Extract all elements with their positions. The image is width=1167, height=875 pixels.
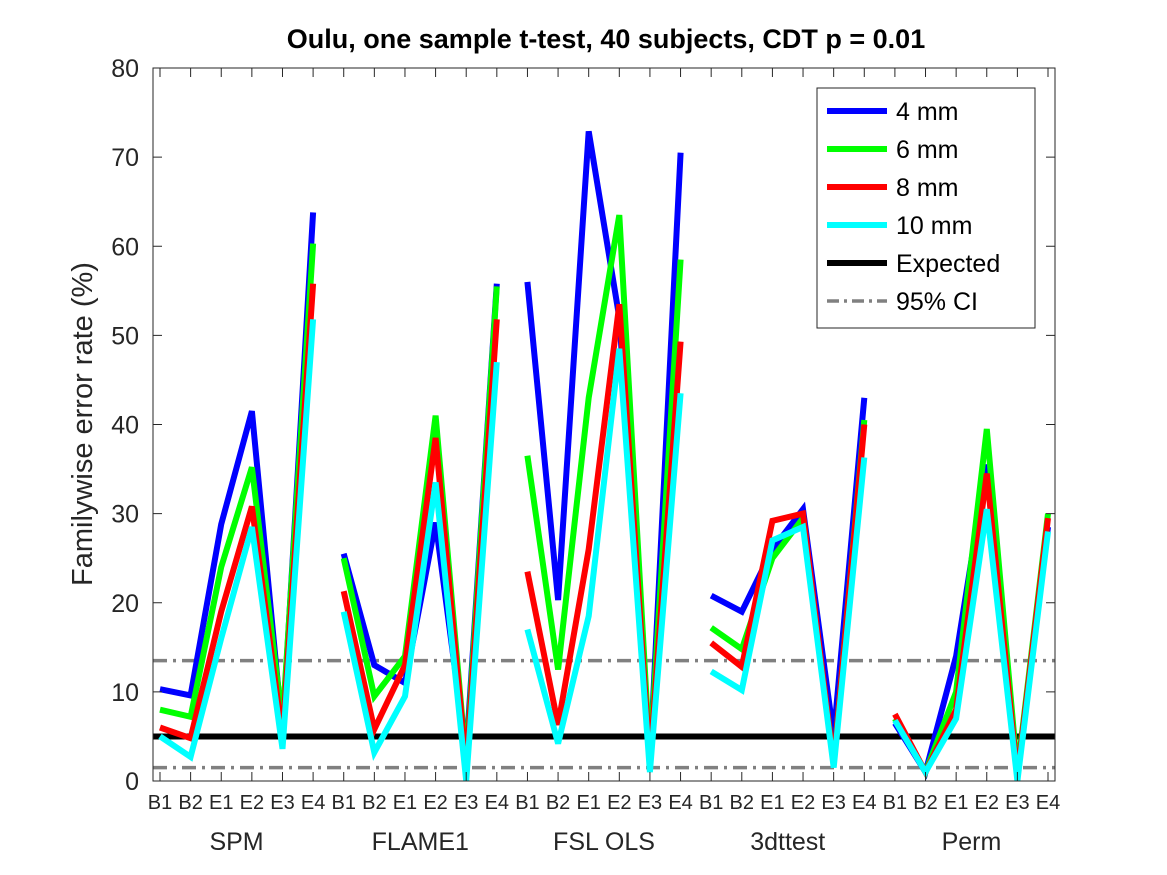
x-tick-label: B1 xyxy=(699,792,723,814)
x-tick-label: B2 xyxy=(178,792,202,814)
data-series xyxy=(158,130,1051,782)
x-tick-label: B2 xyxy=(362,792,386,814)
y-tick-label: 40 xyxy=(111,412,139,440)
x-tick-label: E1 xyxy=(944,792,968,814)
legend-label-4: Expected xyxy=(896,250,1000,278)
y-tick-label: 20 xyxy=(111,590,139,618)
x-tick-label: B2 xyxy=(546,792,570,814)
y-axis-label: Familywise error rate (%) xyxy=(67,262,99,586)
x-tick-label: E2 xyxy=(791,792,815,814)
x-tick-label: B1 xyxy=(883,792,907,814)
x-tick-label: E2 xyxy=(240,792,264,814)
x-axis-ticks: B1 B2 E1 E2 E3 E4 B1 B2 E1 E2 E3 E4 B1 B2 E1 E2 E3 E4 B1 B2… xyxy=(148,68,1060,814)
group-label: FLAME1 xyxy=(372,828,469,856)
x-tick-label: E4 xyxy=(668,792,692,814)
x-tick-label: E1 xyxy=(760,792,784,814)
chart-title: Oulu, one sample t-test, 40 subjects, CD… xyxy=(287,24,925,54)
legend-label-2: 8 mm xyxy=(896,174,959,202)
group-label: FSL OLS xyxy=(553,828,655,856)
series-line-3-group-4 xyxy=(892,508,1051,782)
legend-label-1: 6 mm xyxy=(896,136,959,164)
group-label: Perm xyxy=(942,828,1002,856)
x-tick-label: E4 xyxy=(301,792,325,814)
x-tick-label: B1 xyxy=(331,792,355,814)
x-tick-label: E1 xyxy=(209,792,233,814)
y-axis-ticks: 0 10 20 30 40 50 60 70 80 xyxy=(111,55,1055,796)
legend-label-3: 10 mm xyxy=(896,212,972,240)
legend-box xyxy=(816,87,1036,329)
x-tick-label: E3 xyxy=(638,792,662,814)
series-line-3-group-3 xyxy=(709,457,868,768)
y-tick-label: 10 xyxy=(111,679,139,707)
y-tick-label: 60 xyxy=(111,233,139,261)
x-tick-label: E2 xyxy=(607,792,631,814)
x-tick-label: B2 xyxy=(730,792,754,814)
x-tick-label: E4 xyxy=(1036,792,1060,814)
x-tick-label: B2 xyxy=(913,792,937,814)
group-label: 3dttest xyxy=(750,828,825,856)
y-tick-label: 0 xyxy=(125,768,139,796)
x-tick-label: E3 xyxy=(270,792,294,814)
x-tick-label: E2 xyxy=(423,792,447,814)
series-line-3-group-1 xyxy=(340,361,500,782)
y-tick-label: 70 xyxy=(111,144,139,172)
x-tick-label: E2 xyxy=(975,792,999,814)
series-line-3-group-2 xyxy=(524,348,684,773)
y-tick-label: 80 xyxy=(111,55,139,83)
x-tick-label: E3 xyxy=(1005,792,1029,814)
x-tick-label: B1 xyxy=(148,792,172,814)
x-tick-label: B1 xyxy=(515,792,539,814)
legend: 4 mm 6 mm 8 mm 10 mm Expected 95% CI xyxy=(816,87,1036,329)
series-line-3-group-0 xyxy=(158,319,317,762)
legend-label-0: 4 mm xyxy=(896,98,959,126)
x-tick-label: E1 xyxy=(393,792,417,814)
x-tick-label: E4 xyxy=(485,792,509,814)
method-group-labels: SPM FLAME1 FSL OLS 3dttest Perm xyxy=(209,828,1001,856)
x-tick-label: E4 xyxy=(852,792,876,814)
y-tick-label: 30 xyxy=(111,501,139,529)
legend-label-5: 95% CI xyxy=(896,288,978,316)
x-tick-label: E3 xyxy=(454,792,478,814)
x-tick-label: E3 xyxy=(821,792,845,814)
y-tick-label: 50 xyxy=(111,322,139,350)
group-label: SPM xyxy=(209,828,263,856)
x-tick-label: E1 xyxy=(576,792,600,814)
